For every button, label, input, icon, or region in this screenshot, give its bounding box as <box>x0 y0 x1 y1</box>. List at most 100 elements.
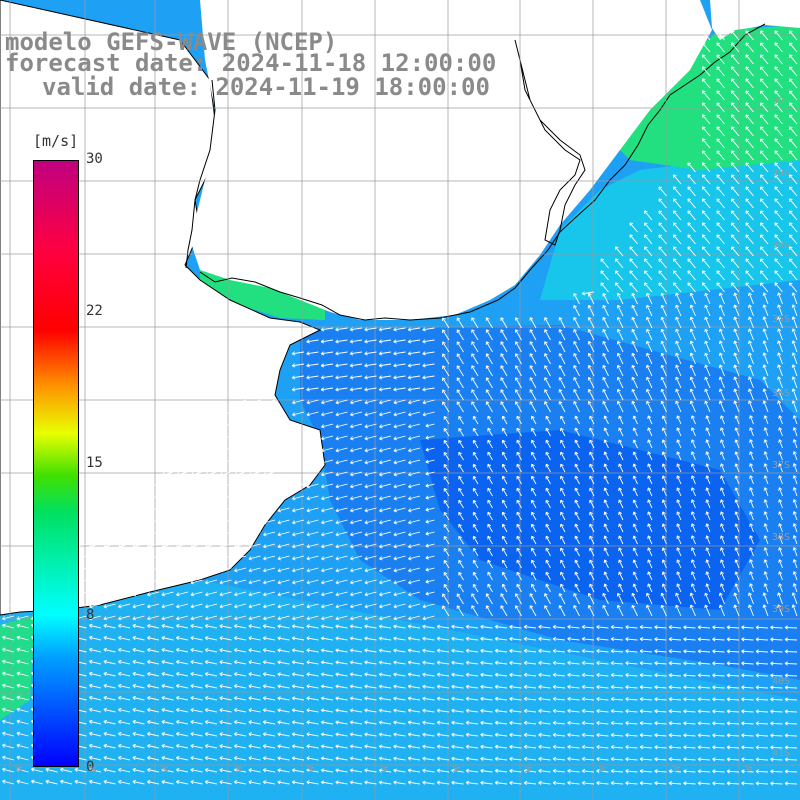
wind-arrow <box>616 316 624 329</box>
wind-arrow <box>675 292 682 305</box>
wind-arrow <box>763 511 769 521</box>
wind-arrow <box>350 519 363 525</box>
wind-arrow <box>625 637 638 642</box>
wind-arrow <box>407 660 421 665</box>
wind-arrow <box>117 623 131 629</box>
wind-arrow <box>103 603 116 609</box>
wind-arrow <box>443 571 450 581</box>
wind-arrow <box>596 756 609 762</box>
wind-arrow <box>262 756 276 761</box>
wind-arrow <box>567 648 580 654</box>
wind-arrow <box>161 671 174 677</box>
wind-arrow <box>581 744 595 750</box>
wind-arrow <box>658 258 667 269</box>
wind-arrow <box>291 351 305 356</box>
wind-arrow <box>647 535 653 545</box>
wind-arrow <box>574 583 580 593</box>
wind-arrow <box>425 447 435 452</box>
wind-arrow <box>632 583 638 593</box>
wind-arrow <box>306 555 319 561</box>
wind-arrow <box>676 583 682 593</box>
wind-arrow <box>494 744 508 749</box>
lat-label: 39S <box>772 604 791 615</box>
wind-arrow <box>248 543 261 549</box>
wind-arrow <box>147 495 160 501</box>
wind-arrow <box>480 648 493 653</box>
wind-arrow <box>704 364 711 377</box>
wind-arrow <box>552 624 566 630</box>
wind-arrow <box>660 340 667 353</box>
wind-arrow <box>788 162 798 173</box>
lon-label: W <box>160 765 171 772</box>
wind-arrow <box>683 781 696 786</box>
wind-arrow <box>306 648 319 653</box>
wind-arrow <box>689 364 696 377</box>
wind-arrow <box>451 624 464 629</box>
wind-arrow <box>523 720 537 725</box>
wind-arrow <box>726 733 740 738</box>
wind-arrow <box>425 543 435 548</box>
wind-arrow <box>581 756 595 762</box>
wind-arrow <box>364 423 377 429</box>
wind-arrow <box>132 543 145 549</box>
wind-arrow <box>472 523 479 533</box>
wind-arrow <box>425 567 435 572</box>
wind-arrow <box>451 780 464 785</box>
wind-arrow <box>471 365 479 377</box>
wind-arrow <box>147 531 160 537</box>
wind-arrow <box>516 571 522 581</box>
wind-arrow <box>658 198 667 209</box>
wind-arrow <box>552 768 566 774</box>
wind-arrow <box>407 720 421 725</box>
wind-arrow <box>529 353 537 365</box>
wind-arrow <box>321 519 334 525</box>
wind-arrow <box>763 487 769 497</box>
wind-arrow <box>749 535 754 545</box>
wind-arrow <box>697 697 711 702</box>
wind-arrow <box>748 376 754 389</box>
wind-arrow <box>132 603 145 609</box>
wind-arrow <box>610 661 624 666</box>
wind-arrow <box>364 339 377 344</box>
wind-arrow <box>734 427 740 437</box>
wind-arrow <box>618 547 624 557</box>
wind-arrow <box>573 341 580 353</box>
wind-arrow <box>596 744 609 750</box>
wind-arrow <box>631 388 638 401</box>
wind-arrow <box>335 615 348 621</box>
wind-arrow <box>451 756 464 761</box>
wind-arrow <box>393 567 406 573</box>
wind-arrow <box>654 649 667 654</box>
wind-arrow <box>262 732 276 737</box>
wind-arrow <box>647 451 653 461</box>
wind-arrow <box>204 756 218 761</box>
wind-arrow <box>501 451 508 461</box>
wind-arrow <box>603 547 609 557</box>
wind-arrow <box>573 353 580 365</box>
wind-arrow <box>436 648 450 653</box>
wind-arrow <box>277 684 290 689</box>
wind-arrow <box>712 781 725 786</box>
wind-arrow <box>335 567 348 573</box>
wind-arrow <box>306 519 319 525</box>
wind-arrow <box>690 523 696 533</box>
wind-arrow <box>465 708 479 713</box>
wind-arrow <box>545 451 551 461</box>
wind-arrow <box>248 519 261 525</box>
wind-arrow <box>523 684 537 689</box>
wind-arrow <box>726 745 740 750</box>
wind-arrow <box>791 304 798 317</box>
wind-arrow <box>321 435 334 441</box>
wind-arrow <box>774 138 783 149</box>
wind-arrow <box>545 427 551 437</box>
wind-arrow <box>734 571 740 581</box>
wind-arrow <box>132 683 145 689</box>
wind-arrow <box>602 328 609 341</box>
wind-arrow <box>675 388 682 401</box>
wind-arrow <box>734 535 740 545</box>
wind-arrow <box>745 234 754 245</box>
wind-arrow <box>161 579 174 585</box>
wind-arrow <box>350 483 363 489</box>
wind-arrow <box>730 210 740 221</box>
wind-arrow <box>788 102 798 113</box>
